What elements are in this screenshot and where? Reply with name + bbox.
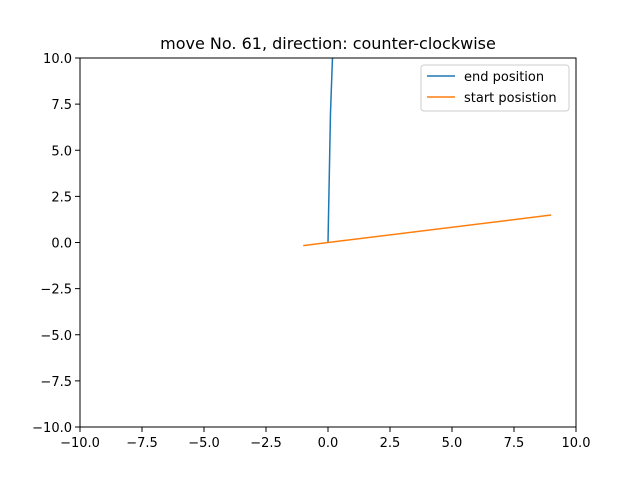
x-tick-label: −10.0 xyxy=(60,436,100,451)
x-tick-label: 7.5 xyxy=(504,436,525,451)
legend-label-end-position: end position xyxy=(464,70,544,85)
legend-label-start-position: start posistion xyxy=(464,91,557,106)
y-tick-label: −7.5 xyxy=(40,375,72,390)
series-line-start-posistion xyxy=(303,214,552,247)
y-axis: −10.0 −7.5 −5.0 −2.5 0.0 2.5 5.0 7.5 10.0 xyxy=(32,52,80,436)
series-line-end-position xyxy=(327,57,334,243)
chart-title: move No. 61, direction: counter-clockwis… xyxy=(160,34,496,53)
series-layer xyxy=(303,57,552,247)
x-tick-label: 0.0 xyxy=(318,436,339,451)
y-tick-label: 5.0 xyxy=(51,144,72,159)
x-tick-label: −7.5 xyxy=(126,436,158,451)
y-tick-label: 10.0 xyxy=(43,52,72,67)
x-axis: −10.0 −7.5 −5.0 −2.5 0.0 2.5 5.0 7.5 10.0 xyxy=(60,427,590,451)
x-tick-label: 10.0 xyxy=(562,436,591,451)
y-tick-label: −10.0 xyxy=(32,421,72,436)
y-tick-label: 2.5 xyxy=(51,190,72,205)
y-tick-label: 0.0 xyxy=(51,237,72,252)
legend: end position start posistion xyxy=(420,64,570,112)
x-tick-label: 5.0 xyxy=(442,436,463,451)
x-tick-label: −2.5 xyxy=(250,436,282,451)
legend-box xyxy=(420,64,570,112)
y-tick-label: −2.5 xyxy=(40,283,72,298)
x-tick-label: −5.0 xyxy=(188,436,220,451)
y-tick-label: −5.0 xyxy=(40,329,72,344)
x-tick-label: 2.5 xyxy=(380,436,401,451)
y-tick-label: 7.5 xyxy=(51,98,72,113)
